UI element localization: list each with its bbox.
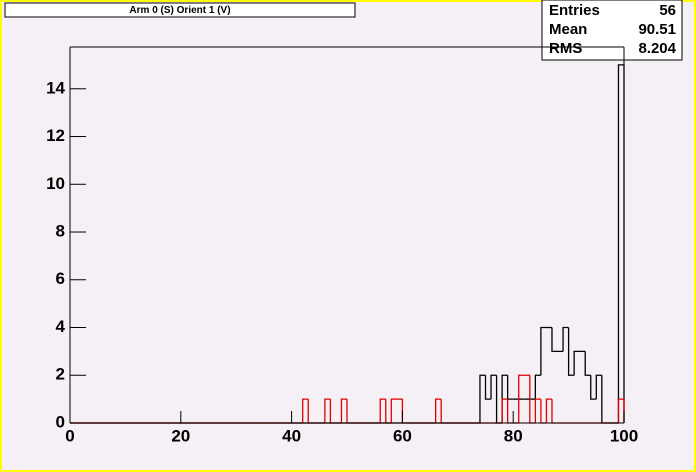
stats-box (541, 0, 683, 61)
histogram-bin (534, 398, 541, 423)
x-tick-label: 80 (504, 426, 523, 445)
stat-label: Mean (549, 21, 587, 38)
y-tick-label: 12 (46, 126, 65, 145)
histogram-bin (595, 374, 602, 400)
y-tick-label: 10 (46, 174, 65, 193)
stat-value: 8.204 (638, 40, 676, 57)
stat-value: 90.51 (638, 21, 676, 38)
title: Arm 0 (S) Orient 1 (V) (129, 5, 230, 16)
histogram-bin (390, 398, 397, 423)
histogram-bin (590, 375, 597, 400)
stat-value: 56 (659, 2, 676, 19)
histogram-bin (617, 64, 625, 423)
histogram-bin (501, 398, 508, 423)
histogram-bin (584, 351, 591, 376)
y-tick-label: 2 (56, 365, 65, 384)
histogram-bin (324, 398, 331, 423)
histogram-bin (551, 327, 558, 353)
histogram-bin (534, 374, 541, 400)
y-tick-label: 0 (56, 412, 65, 431)
histogram-bin (484, 375, 492, 400)
histogram-bin (340, 398, 347, 423)
title-box (4, 2, 356, 18)
x-tick-label: 0 (65, 426, 74, 445)
histogram-bin (518, 374, 525, 423)
histogram-bin (479, 374, 486, 423)
histogram-bin (545, 398, 552, 423)
x-tick-label: 60 (393, 426, 412, 445)
histogram-bin (562, 326, 569, 352)
y-tick-label: 4 (56, 317, 66, 336)
stat-label: RMS (549, 40, 582, 57)
histogram-bin (540, 326, 547, 376)
y-tick-label: 8 (56, 222, 65, 241)
y-tick-label: 6 (56, 269, 65, 288)
histogram-bin (567, 327, 575, 376)
x-tick-label: 100 (610, 426, 638, 445)
stat-label: Entries (549, 2, 600, 19)
x-tick-label: 40 (282, 426, 301, 445)
histogram-bin (379, 398, 386, 423)
histogram-bin (573, 350, 580, 376)
histogram-bin (434, 398, 442, 423)
histogram-bin (302, 398, 309, 423)
y-tick-label: 14 (46, 78, 65, 97)
x-tick-label: 20 (171, 426, 190, 445)
histogram-bin (490, 374, 497, 400)
